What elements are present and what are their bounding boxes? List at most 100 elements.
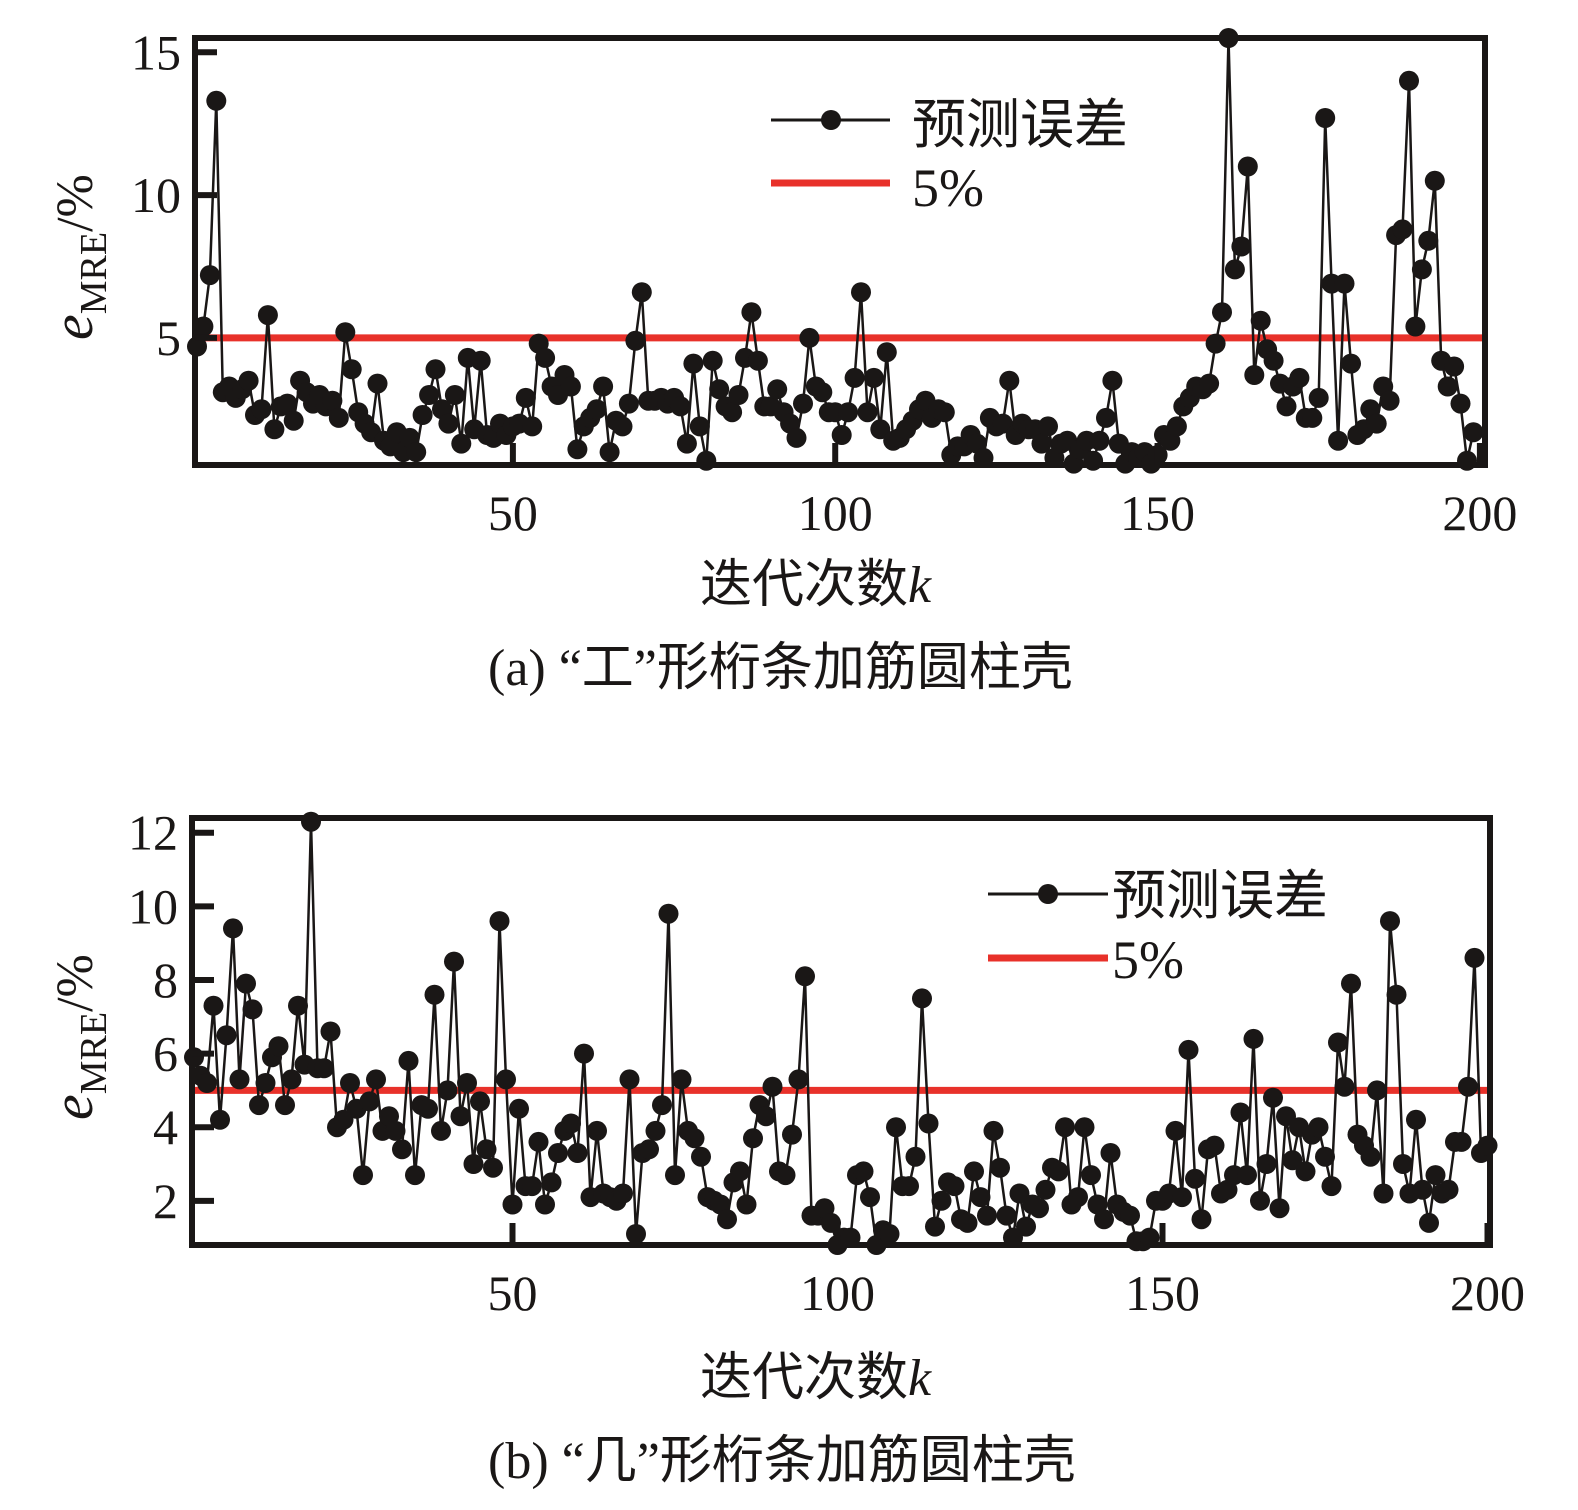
caption: (b) “几”形桁条加筋圆柱壳 — [488, 1433, 1076, 1490]
chart-panel-a: 5 10 15 50 100 150 200 预测误差 5% eMRE/% 迭代次数k (… — [40, 24, 1517, 697]
data-point — [1321, 1176, 1342, 1197]
data-point — [1341, 353, 1361, 374]
data-point — [548, 1143, 568, 1163]
data-point — [1204, 1135, 1225, 1156]
data-point — [782, 1124, 802, 1145]
y-tick-label: 6 — [153, 1026, 178, 1082]
x-tick-label: 100 — [798, 485, 873, 541]
data-point — [335, 322, 356, 343]
data-point — [322, 390, 343, 411]
data-point — [670, 396, 691, 417]
data-point — [762, 1076, 783, 1097]
x-axis-title-text: 迭代次数 — [700, 557, 908, 614]
data-point — [1405, 316, 1426, 337]
data-point — [934, 402, 955, 423]
data-point — [229, 1069, 250, 1090]
data-point — [717, 1209, 737, 1230]
data-point — [283, 410, 304, 431]
data-point — [1172, 1187, 1192, 1208]
data-point — [767, 379, 788, 400]
data-point — [320, 1021, 341, 1042]
data-point — [438, 413, 459, 434]
data-point — [652, 1095, 672, 1116]
data-point — [1276, 396, 1297, 417]
data-point — [1055, 1117, 1075, 1138]
y-tick-label: 2 — [153, 1173, 178, 1229]
data-point — [1263, 350, 1284, 371]
data-point — [691, 1146, 711, 1167]
data-point — [483, 1157, 503, 1178]
x-tick-label: 150 — [1125, 1265, 1200, 1321]
legend-marker-prediction-error — [1038, 884, 1058, 904]
data-point — [756, 1106, 776, 1127]
data-point — [515, 387, 536, 408]
data-point — [1038, 416, 1058, 437]
data-point — [899, 1176, 919, 1197]
data-point — [838, 402, 859, 423]
data-point — [1250, 310, 1271, 331]
data-point — [1120, 1205, 1140, 1226]
legend-label-threshold: 5% — [1112, 930, 1184, 990]
data-point — [277, 393, 298, 414]
data-point — [1096, 407, 1116, 428]
data-point — [223, 918, 243, 939]
data-point — [424, 984, 445, 1005]
x-axis-var: k — [908, 1350, 932, 1407]
data-point — [385, 1120, 406, 1141]
data-point — [301, 811, 321, 832]
data-point — [1334, 273, 1355, 294]
data-point — [502, 1194, 523, 1215]
data-point — [743, 1128, 763, 1149]
data-point — [1250, 1190, 1270, 1211]
data-point — [799, 327, 820, 348]
data-point — [1367, 1080, 1387, 1101]
data-point — [1035, 1179, 1056, 1200]
data-point — [242, 999, 263, 1020]
data-point — [1269, 1198, 1290, 1219]
data-point — [541, 1172, 562, 1193]
data-point — [886, 1117, 906, 1138]
caption: (a) “工”形桁条加筋圆柱壳 — [488, 640, 1073, 697]
x-axis-var: k — [908, 557, 932, 614]
y-tick-label: 15 — [131, 24, 181, 80]
legend-label-prediction-error: 预测误差 — [912, 95, 1128, 155]
legend-label-prediction-error: 预测误差 — [1112, 866, 1328, 926]
data-point — [1100, 1143, 1121, 1163]
data-point — [257, 305, 278, 326]
data-point — [741, 302, 762, 323]
y-tick-label: 5 — [156, 310, 181, 366]
data-point — [722, 402, 743, 423]
data-point — [193, 316, 214, 337]
data-point — [912, 988, 932, 1009]
data-point — [1191, 1209, 1212, 1230]
data-point — [1237, 156, 1258, 177]
data-point — [1074, 1117, 1095, 1138]
data-point — [197, 1073, 217, 1093]
data-point — [1315, 108, 1336, 128]
data-point — [788, 1069, 809, 1090]
data-point — [1379, 390, 1400, 411]
data-point — [328, 407, 349, 428]
data-point — [1399, 70, 1419, 91]
data-point — [1282, 1150, 1303, 1171]
x-axis-ticks: 50 100 150 200 — [488, 1223, 1525, 1321]
x-axis-ticks: 50 100 150 200 — [488, 443, 1517, 541]
data-point — [496, 1069, 516, 1090]
svg-text:eMRE/%: eMRE/% — [40, 174, 115, 340]
data-point — [645, 1120, 666, 1141]
data-point — [1295, 1161, 1316, 1182]
data-point — [535, 1194, 555, 1215]
data-point — [1224, 259, 1245, 280]
data-point — [528, 1131, 549, 1152]
data-point — [1373, 1183, 1394, 1204]
data-point — [683, 353, 704, 374]
data-point — [353, 1165, 373, 1186]
data-point — [366, 1069, 386, 1090]
data-point — [625, 330, 646, 351]
data-point — [1081, 1165, 1101, 1186]
data-point — [561, 1113, 581, 1134]
data-point — [522, 1176, 542, 1197]
data-point — [1256, 1154, 1277, 1174]
data-point — [992, 413, 1013, 434]
data-point — [665, 1165, 685, 1186]
